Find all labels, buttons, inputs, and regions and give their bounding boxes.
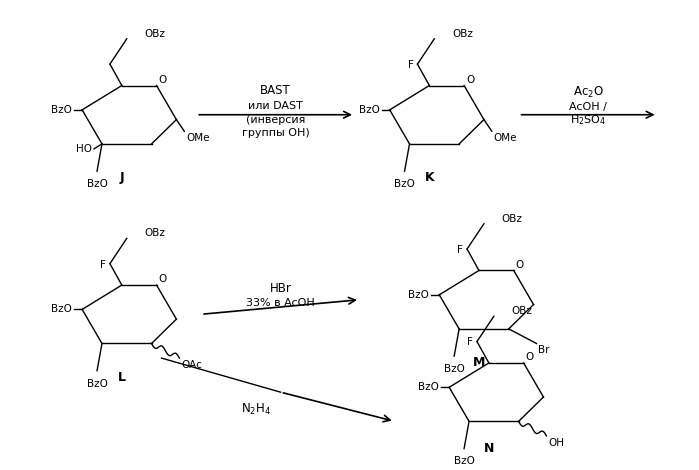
Text: BzO: BzO bbox=[87, 179, 108, 189]
Text: O: O bbox=[515, 259, 524, 270]
Text: BAST: BAST bbox=[260, 84, 291, 97]
Text: N$_2$H$_4$: N$_2$H$_4$ bbox=[240, 402, 271, 417]
Text: OBz: OBz bbox=[145, 29, 166, 39]
Text: O: O bbox=[466, 75, 474, 85]
Text: OBz: OBz bbox=[502, 214, 523, 224]
Text: M: M bbox=[473, 356, 485, 369]
Text: F: F bbox=[100, 259, 106, 269]
Text: O: O bbox=[159, 75, 166, 85]
Text: H$_2$SO$_4$: H$_2$SO$_4$ bbox=[570, 114, 606, 127]
Text: O: O bbox=[159, 274, 166, 284]
Text: или DAST: или DAST bbox=[248, 101, 303, 111]
Text: BzO: BzO bbox=[359, 105, 380, 115]
Text: J: J bbox=[120, 172, 124, 185]
Text: OBz: OBz bbox=[452, 29, 473, 39]
Text: BzO: BzO bbox=[394, 179, 415, 189]
Text: O: O bbox=[526, 352, 533, 362]
Text: BzO: BzO bbox=[87, 378, 108, 389]
Text: OBz: OBz bbox=[145, 228, 166, 238]
Text: OH: OH bbox=[549, 438, 564, 448]
Text: BzO: BzO bbox=[454, 456, 475, 466]
Text: F: F bbox=[467, 337, 473, 347]
Text: Br: Br bbox=[538, 345, 550, 355]
Text: BzO: BzO bbox=[419, 382, 439, 392]
Text: OAc: OAc bbox=[181, 360, 202, 370]
Text: BzO: BzO bbox=[51, 305, 72, 314]
Text: K: K bbox=[424, 172, 434, 185]
Text: BzO: BzO bbox=[408, 290, 429, 300]
Text: N: N bbox=[484, 442, 494, 455]
Text: BzO: BzO bbox=[444, 364, 465, 374]
Text: HO: HO bbox=[76, 144, 92, 154]
Text: OBz: OBz bbox=[512, 306, 533, 316]
Text: L: L bbox=[118, 371, 126, 384]
Text: группы OH): группы OH) bbox=[242, 128, 310, 138]
Text: F: F bbox=[408, 60, 414, 70]
Text: Ac$_2$O: Ac$_2$O bbox=[572, 85, 603, 100]
Text: F: F bbox=[457, 245, 463, 255]
Text: 33% в AcOH: 33% в AcOH bbox=[246, 298, 315, 307]
Text: OMe: OMe bbox=[494, 133, 517, 143]
Text: BzO: BzO bbox=[51, 105, 72, 115]
Text: OMe: OMe bbox=[187, 133, 210, 143]
Text: AcOH /: AcOH / bbox=[569, 102, 607, 112]
Text: (инверсия: (инверсия bbox=[246, 115, 305, 125]
Text: HBr: HBr bbox=[270, 282, 291, 295]
